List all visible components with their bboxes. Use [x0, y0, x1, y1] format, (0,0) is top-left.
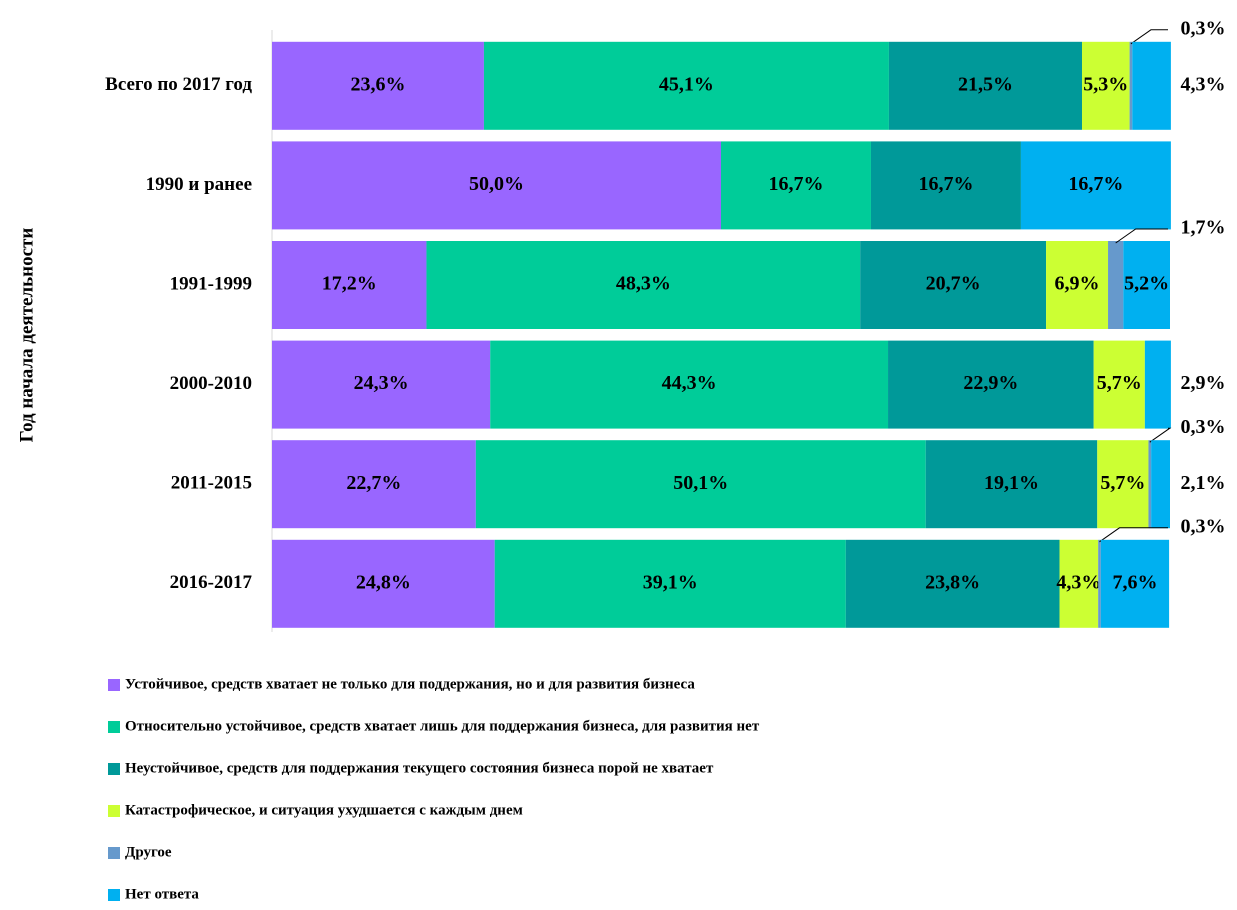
data-label: 50,0%	[469, 173, 524, 195]
data-label: 19,1%	[984, 472, 1039, 494]
data-label: 4,3%	[1181, 73, 1226, 95]
legend-swatch	[108, 889, 120, 901]
data-label: 5,7%	[1097, 372, 1142, 394]
data-label: 48,3%	[616, 273, 671, 295]
y-tick-label: 2011-2015	[171, 473, 252, 494]
data-label: 5,3%	[1083, 73, 1128, 95]
data-label: 0,3%	[1181, 515, 1226, 537]
legend-label: Относительно устойчивое, средств хватает…	[125, 718, 760, 734]
bar-segment	[925, 440, 1098, 529]
bar-segment	[1097, 440, 1149, 529]
data-label: 24,3%	[354, 372, 409, 394]
y-tick-label: 1990 и ранее	[146, 174, 252, 195]
data-label: 16,7%	[918, 173, 973, 195]
bar-segment	[1148, 440, 1152, 529]
bar-segment	[721, 141, 871, 230]
data-label: 21,5%	[958, 73, 1013, 95]
data-label: 16,7%	[768, 173, 823, 195]
data-label: 0,3%	[1181, 416, 1226, 438]
legend-label: Нет ответа	[125, 886, 199, 902]
y-tick-label: 1991-1999	[170, 273, 252, 294]
bar-segment	[272, 539, 495, 628]
leader-line	[1130, 29, 1168, 45]
data-label: 23,6%	[350, 73, 405, 95]
y-tick-label: Всего по 2017 год	[105, 74, 252, 95]
data-label: 6,9%	[1055, 273, 1100, 295]
bar-segment	[1098, 539, 1101, 628]
data-label: 39,1%	[643, 571, 698, 593]
legend-swatch	[108, 679, 120, 691]
bar-segment	[1100, 539, 1170, 628]
data-label: 7,6%	[1112, 571, 1157, 593]
bar-segment	[272, 340, 491, 429]
bar-segment	[1151, 440, 1170, 529]
bar-segment	[1108, 241, 1124, 329]
legend-label: Устойчивое, средств хватает не только дл…	[125, 676, 695, 692]
data-label: 16,7%	[1068, 173, 1123, 195]
data-label: 2,9%	[1181, 372, 1226, 394]
legend-label: Катастрофическое, и ситуация ухудшается …	[125, 802, 523, 818]
data-label: 17,2%	[322, 273, 377, 295]
bar-segment	[490, 340, 889, 429]
bar-segment	[483, 41, 889, 130]
data-label: 45,1%	[659, 73, 714, 95]
bar-segment	[272, 440, 476, 529]
data-label: 4,3%	[1056, 571, 1101, 593]
bar-segment	[888, 41, 1082, 130]
legend-swatch	[108, 805, 120, 817]
bar-segment	[860, 241, 1047, 329]
y-axis-label: Год начала деятельности	[16, 228, 37, 443]
bar-segment	[475, 440, 926, 529]
y-tick-label: 2016-2017	[170, 572, 253, 593]
leader-line	[1149, 427, 1172, 443]
bar-segment	[272, 41, 484, 130]
bar-segment	[1020, 141, 1171, 230]
data-label: 44,3%	[662, 372, 717, 394]
bar-segment	[1081, 41, 1130, 130]
legend-swatch	[108, 763, 120, 775]
legend-swatch	[108, 721, 120, 733]
bar-segment	[1046, 241, 1109, 329]
bar-segment	[272, 141, 721, 230]
data-label: 5,2%	[1124, 273, 1169, 295]
data-label: 24,8%	[356, 571, 411, 593]
legend-swatch	[108, 847, 120, 859]
leader-line	[1099, 527, 1168, 543]
data-label: 5,7%	[1100, 472, 1145, 494]
data-label: 22,7%	[346, 472, 401, 494]
bar-segment	[870, 141, 1021, 230]
bar-segment	[426, 241, 861, 329]
bar-segment	[1093, 340, 1145, 429]
bar-segment	[494, 539, 846, 628]
data-label: 20,7%	[926, 273, 981, 295]
data-label: 1,7%	[1181, 217, 1226, 239]
legend-label: Неустойчивое, средств для поддержания те…	[125, 760, 714, 776]
bar-segment	[1132, 41, 1171, 130]
data-label: 22,9%	[963, 372, 1018, 394]
leader-line	[1115, 228, 1168, 244]
bar-segment	[845, 539, 1060, 628]
bar-segment	[1129, 41, 1133, 130]
bar-segment	[272, 241, 427, 329]
bar-segment	[1059, 539, 1099, 628]
legend-label: Другое	[125, 844, 172, 860]
bar-segment	[1144, 340, 1171, 429]
bar-segment	[888, 340, 1094, 429]
data-label: 23,8%	[925, 571, 980, 593]
data-label: 50,1%	[673, 472, 728, 494]
y-tick-label: 2000-2010	[170, 373, 252, 394]
data-label: 0,3%	[1181, 17, 1226, 39]
bar-segment	[1123, 241, 1170, 329]
data-label: 2,1%	[1181, 472, 1226, 494]
